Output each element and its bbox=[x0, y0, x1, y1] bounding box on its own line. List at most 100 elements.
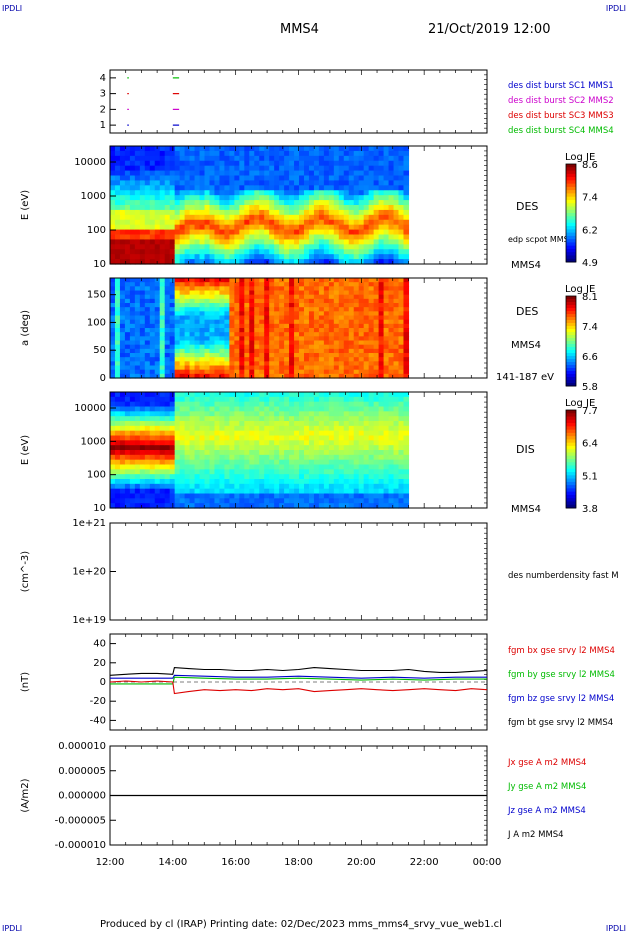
heatmap-cell bbox=[304, 369, 310, 375]
heatmap-cell bbox=[363, 214, 370, 221]
heatmap-cell bbox=[373, 323, 380, 329]
heatmap-cell bbox=[378, 278, 385, 283]
heatmap-cell bbox=[134, 165, 141, 172]
heatmap-cell bbox=[189, 416, 196, 422]
heatmap-cell bbox=[249, 165, 255, 172]
series-line-blue bbox=[110, 674, 487, 679]
heatmap-cell bbox=[110, 249, 116, 255]
heatmap-cell bbox=[134, 479, 141, 485]
heatmap-cell bbox=[239, 450, 245, 456]
heatmap-cell bbox=[308, 303, 315, 308]
heatmap-cell bbox=[149, 244, 156, 250]
heatmap-cell bbox=[129, 365, 136, 371]
heatmap-cell bbox=[184, 209, 191, 216]
heatmap-cell bbox=[209, 195, 216, 201]
heatmap-cell bbox=[308, 435, 315, 441]
heatmap-cell bbox=[333, 401, 340, 408]
heatmap-cell bbox=[348, 205, 355, 211]
heatmap-cell bbox=[110, 440, 116, 446]
heatmap-cell bbox=[249, 464, 255, 470]
heatmap-cell bbox=[174, 411, 181, 417]
heatmap-cell bbox=[124, 244, 131, 250]
heatmap-cell bbox=[323, 369, 330, 375]
heatmap-cell bbox=[333, 229, 340, 236]
heatmap-cell bbox=[199, 244, 206, 250]
heatmap-cell bbox=[184, 290, 191, 296]
heatmap-cell bbox=[219, 290, 225, 296]
heatmap-cell bbox=[378, 344, 385, 350]
heatmap-cell bbox=[124, 170, 131, 177]
heatmap-cell bbox=[259, 323, 265, 329]
heatmap-cell bbox=[114, 155, 121, 162]
y-tick-label: 2 bbox=[100, 104, 106, 115]
colorbar-tick-label: 5.1 bbox=[582, 471, 598, 482]
heatmap-cell bbox=[373, 205, 380, 211]
heatmap-cell bbox=[174, 175, 181, 182]
heatmap-cell bbox=[353, 340, 360, 346]
heatmap-cell bbox=[209, 165, 216, 172]
heatmap-cell bbox=[134, 319, 141, 325]
heatmap-cell bbox=[149, 224, 156, 231]
heatmap-cell bbox=[348, 224, 355, 231]
colorbar-segment bbox=[566, 491, 576, 496]
heatmap-cell bbox=[234, 488, 240, 495]
heatmap-cell bbox=[274, 323, 280, 329]
heatmap-cell bbox=[393, 290, 400, 296]
heatmap-cell bbox=[259, 369, 265, 375]
heatmap-cell bbox=[219, 229, 225, 236]
heatmap-cell bbox=[144, 488, 151, 495]
heatmap-cell bbox=[219, 498, 225, 504]
heatmap-cell bbox=[388, 361, 395, 367]
heatmap-cell bbox=[333, 234, 340, 241]
heatmap-cell bbox=[289, 454, 295, 461]
heatmap-cell bbox=[343, 498, 350, 504]
heatmap-cell bbox=[388, 425, 395, 432]
heatmap-cell bbox=[403, 185, 410, 191]
heatmap-cell bbox=[353, 430, 360, 437]
heatmap-cell bbox=[194, 479, 201, 485]
heatmap-cell bbox=[219, 406, 225, 412]
heatmap-cell bbox=[174, 209, 181, 216]
heatmap-cell bbox=[398, 454, 405, 461]
heatmap-cell bbox=[383, 190, 390, 196]
heatmap-cell bbox=[299, 369, 305, 375]
heatmap-cell bbox=[244, 303, 250, 308]
heatmap-cell bbox=[244, 406, 250, 412]
heatmap-cell bbox=[169, 332, 176, 337]
heatmap-cell bbox=[179, 180, 186, 186]
heatmap-cell bbox=[299, 498, 305, 504]
heatmap-cell bbox=[363, 286, 370, 292]
heatmap-cell bbox=[308, 259, 315, 265]
heatmap-cell bbox=[299, 170, 305, 177]
panel-frame-density bbox=[109, 522, 488, 621]
heatmap-cell bbox=[398, 234, 405, 241]
heatmap-cell bbox=[373, 425, 380, 432]
heatmap-cell bbox=[244, 469, 250, 475]
heatmap-cell bbox=[398, 294, 405, 300]
heatmap-cell bbox=[318, 479, 325, 485]
heatmap-cell bbox=[328, 328, 335, 333]
heatmap-cell bbox=[343, 298, 350, 304]
heatmap-cell bbox=[254, 340, 260, 346]
heatmap-cell bbox=[383, 401, 390, 408]
heatmap-cell bbox=[373, 254, 380, 260]
heatmap-cell bbox=[164, 254, 171, 260]
heatmap-cell bbox=[214, 425, 221, 432]
heatmap-cell bbox=[348, 392, 355, 398]
colorbar-segment bbox=[566, 344, 576, 348]
heatmap-cell bbox=[264, 311, 270, 317]
heatmap-cell bbox=[110, 503, 116, 509]
heatmap-cell bbox=[308, 469, 315, 475]
heatmap-cell bbox=[204, 430, 211, 437]
heatmap-cell bbox=[308, 315, 315, 321]
heatmap-cell bbox=[328, 445, 335, 451]
heatmap-cell bbox=[249, 219, 255, 226]
heatmap-cell bbox=[199, 361, 206, 367]
heatmap-cell bbox=[313, 307, 320, 312]
heatmap-cell bbox=[229, 315, 235, 321]
heatmap-cell bbox=[124, 332, 131, 337]
heatmap-cell bbox=[219, 328, 225, 333]
heatmap-cell bbox=[398, 406, 405, 412]
heatmap-cell bbox=[204, 416, 211, 422]
heatmap-cell bbox=[279, 278, 285, 283]
